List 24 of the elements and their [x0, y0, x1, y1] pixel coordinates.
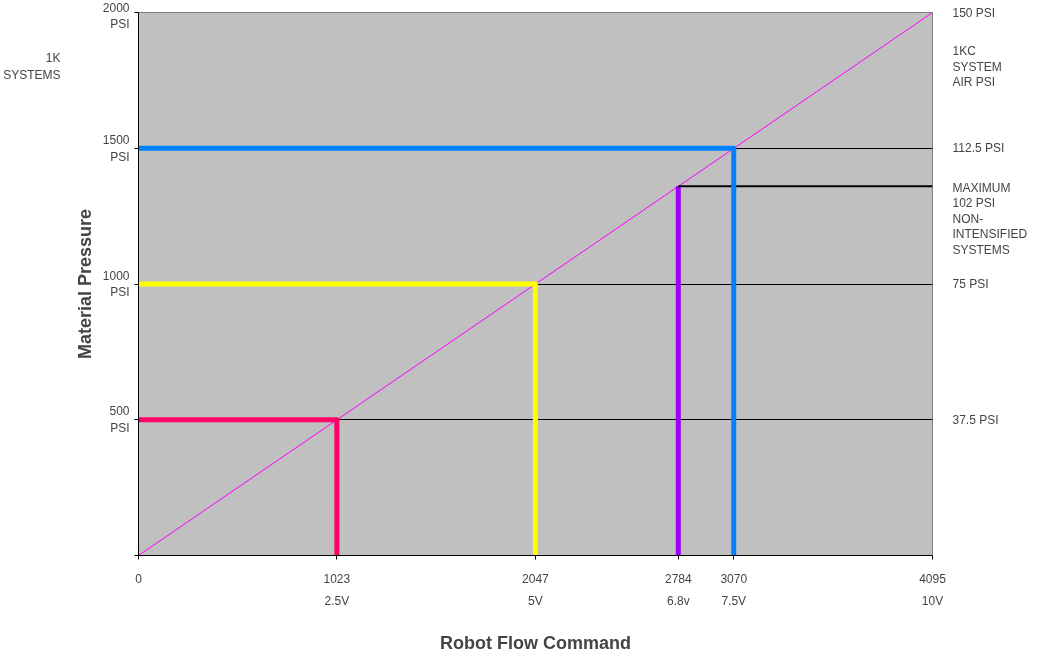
text: 2.5V [324, 593, 350, 608]
y-tick-label: 2000 PSI [102, 0, 130, 32]
y2-tick-label: 150 PSI [952, 5, 996, 20]
y2-tick-label: 37.5 PSI [952, 412, 999, 427]
y-tick-label: 1000 PSI [102, 268, 130, 300]
text: 6.8v [666, 593, 690, 608]
y2-tick-label: 75 PSI [952, 277, 989, 291]
text: 10V [921, 593, 944, 608]
y-tick-label: 500 PSI [109, 404, 130, 436]
x-tick-label: 4095 [919, 571, 947, 586]
text: 1K SYSTEMS [3, 51, 61, 83]
x-tick-label: 1023 [323, 571, 351, 586]
x-tick-label: 2784 [664, 571, 692, 586]
y-tick-label: 1500 PSI [102, 132, 130, 164]
text: MAXIMUM 102 PSI NON- INTENSIFIED SYSTEMS [952, 181, 1028, 257]
x-tick-label: 0 [135, 571, 143, 586]
text: 5V [528, 593, 543, 608]
y2-axis-title: 1KC SYSTEM AIR PSI [952, 44, 1002, 90]
x-tick-label: 3070 [720, 571, 748, 586]
x-axis-title: Robot Flow Command [440, 632, 631, 653]
text: 7.5V [721, 593, 747, 608]
y-axis-title: Material Pressure [74, 208, 95, 360]
x-tick-label: 2047 [522, 571, 550, 586]
y2-tick-label: 112.5 PSI [952, 141, 1005, 156]
